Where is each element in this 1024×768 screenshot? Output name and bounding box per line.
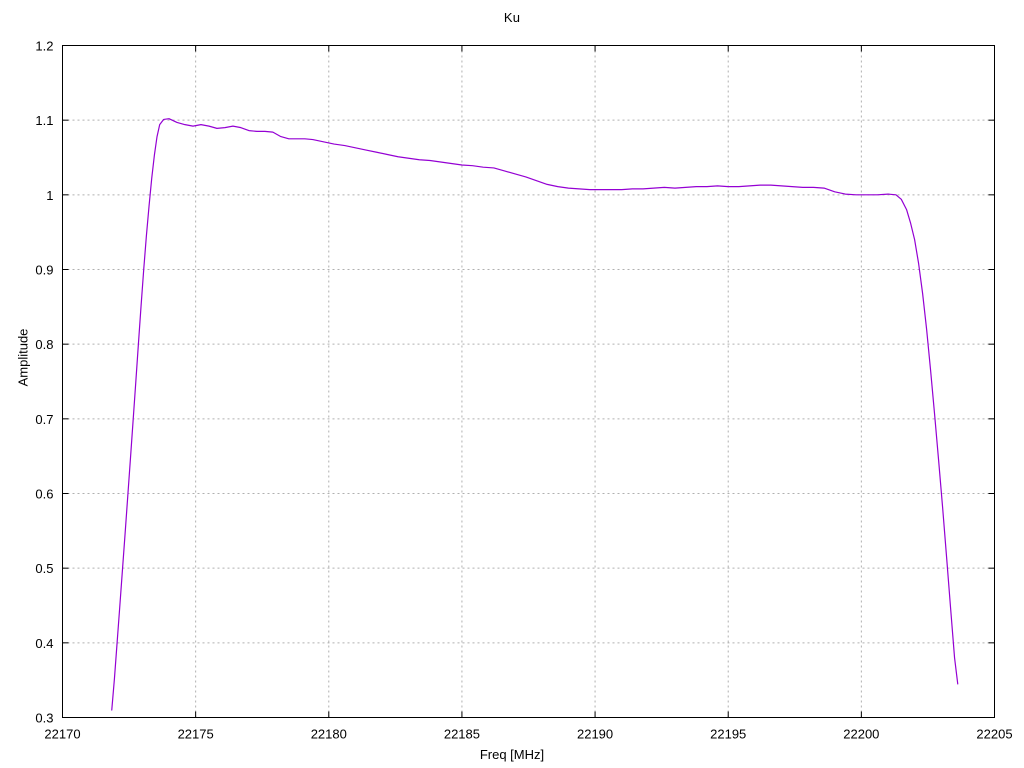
y-axis-label: Amplitude <box>15 328 31 387</box>
grid-lines <box>62 45 995 718</box>
tick-labels: 22170 22175 22180 22185 22190 22195 22200 22205… <box>35 39 1012 742</box>
axis-ticks <box>62 45 995 718</box>
svg-text:0.3: 0.3 <box>35 711 53 726</box>
svg-text:1.1: 1.1 <box>35 113 53 128</box>
data-series-line <box>111 118 959 711</box>
svg-text:1: 1 <box>46 188 53 203</box>
svg-text:0.8: 0.8 <box>35 337 53 352</box>
svg-text:22195: 22195 <box>710 727 746 742</box>
svg-text:0.4: 0.4 <box>35 636 53 651</box>
svg-text:22190: 22190 <box>577 727 613 742</box>
svg-text:0.9: 0.9 <box>35 263 53 278</box>
svg-text:0.5: 0.5 <box>35 561 53 576</box>
svg-text:0.7: 0.7 <box>35 412 53 427</box>
svg-text:22185: 22185 <box>444 727 480 742</box>
svg-text:22180: 22180 <box>311 727 347 742</box>
svg-text:1.2: 1.2 <box>35 39 53 54</box>
svg-text:22175: 22175 <box>178 727 214 742</box>
x-axis-label: Freq [MHz] <box>479 747 545 762</box>
svg-text:22200: 22200 <box>843 727 879 742</box>
svg-text:22170: 22170 <box>44 727 80 742</box>
svg-text:0.6: 0.6 <box>35 487 53 502</box>
chart-title: Ku <box>503 10 521 25</box>
plot-border <box>62 45 995 718</box>
svg-text:22205: 22205 <box>976 727 1012 742</box>
